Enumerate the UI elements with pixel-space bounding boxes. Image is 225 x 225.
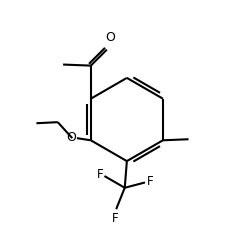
Text: F: F [146,175,153,188]
Text: F: F [96,168,103,181]
Text: F: F [111,212,118,225]
Text: O: O [105,31,115,44]
Text: O: O [65,131,75,144]
